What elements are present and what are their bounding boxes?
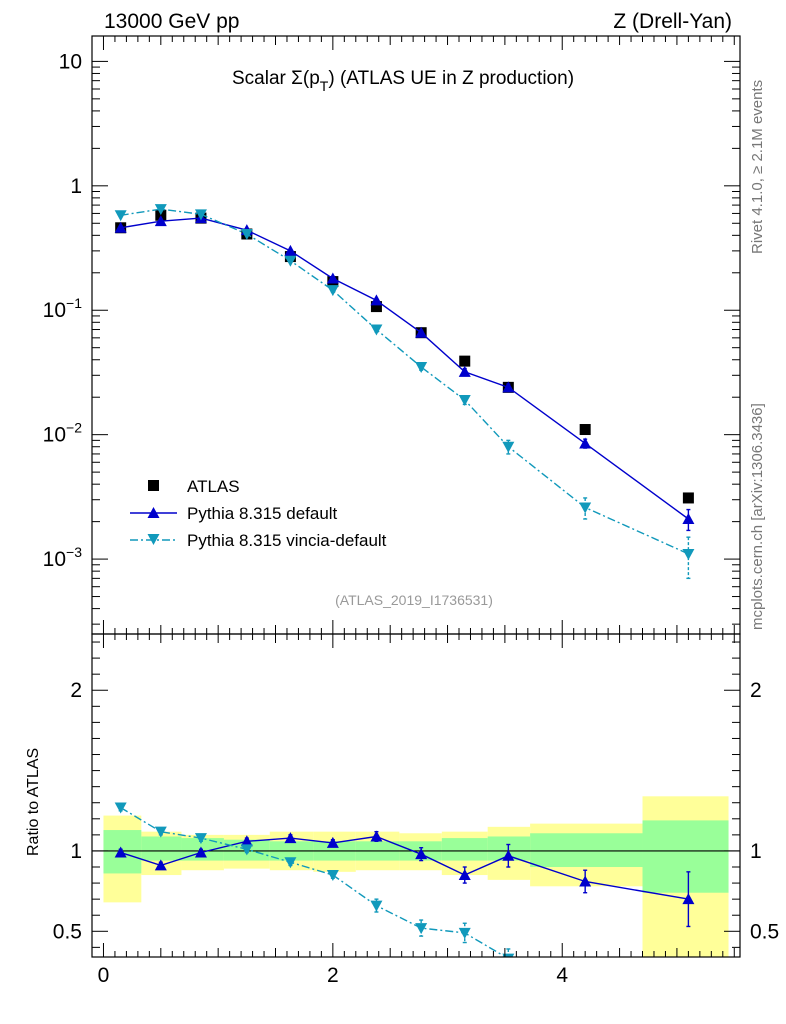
- energy-label: 13000 GeV pp: [104, 10, 239, 33]
- main-series-2-point: [114, 210, 127, 222]
- main-series-2-line: [120, 208, 689, 555]
- stat-uncertainty-band: [642, 820, 729, 893]
- legend-vincia-marker: [147, 534, 160, 545]
- main-series-0-point: [459, 355, 471, 367]
- ratio-plot-frame: [91, 633, 741, 958]
- main-series-1-point: [154, 215, 167, 227]
- main-series-1-point: [502, 381, 515, 393]
- ratio-series-1-point: [502, 953, 515, 957]
- ratio-series-0-point: [502, 849, 515, 861]
- main-series-2-point: [415, 361, 428, 373]
- main-series-2-point: [370, 324, 383, 336]
- ratio-series-1-point: [326, 870, 339, 882]
- ratio-series-0-point: [370, 830, 383, 842]
- main-series-0-point: [370, 301, 382, 313]
- main-series-2-point: [502, 441, 515, 453]
- source-label: mcplots.cern.ch [arXiv:1306.3436]: [749, 403, 766, 630]
- rivet-label: Rivet 4.1.0, ≥ 2.1M events: [749, 80, 766, 254]
- legend-default-marker: [147, 507, 160, 518]
- main-series-0-point: [682, 492, 694, 504]
- main-series-2-point: [458, 394, 471, 406]
- main-series-2-point: [284, 255, 297, 267]
- main-series-2-point: [194, 209, 207, 221]
- main-series-2-point: [579, 502, 592, 514]
- tick-exponent: −2: [66, 420, 82, 436]
- ratio-series-0-point: [240, 835, 253, 847]
- ratio-series-1-point: [240, 844, 253, 856]
- ratio-y-tick-label-right: 2: [750, 679, 762, 702]
- ratio-y-tick-label: 0.5: [53, 920, 82, 943]
- ratio-series-0-point: [326, 836, 339, 848]
- process-label: Z (Drell-Yan): [613, 10, 732, 33]
- ratio-y-tick-label-right: 1: [750, 840, 762, 863]
- ratio-series-0-point: [415, 848, 428, 860]
- main-series-1-point: [415, 326, 428, 338]
- ratio-series-0-point: [194, 846, 207, 858]
- main-series-1-point: [579, 437, 592, 449]
- ratio-series-0-line: [120, 835, 689, 900]
- tick-base: 10: [43, 548, 66, 571]
- ratio-series-0-point: [579, 875, 592, 887]
- main-series-2-point: [154, 204, 167, 216]
- mc-uncertainty-bands: [103, 796, 729, 957]
- ratio-series-0-point: [114, 846, 127, 858]
- ratio-series-1-point: [154, 826, 167, 838]
- ratio-series-1-point: [370, 900, 383, 912]
- ratio-series-1-line: [120, 806, 507, 957]
- plot-title: Scalar Σ(pT) (ATLAS UE in Z production): [232, 68, 574, 94]
- ratio-series-1-point: [114, 802, 127, 814]
- legend-default-label: Pythia 8.315 default: [187, 504, 338, 523]
- ratio-y-tick-label: 2: [70, 679, 82, 702]
- analysis-reference: (ATLAS_2019_I1736531): [335, 592, 493, 608]
- main-y-tick-label: 10−3: [43, 544, 83, 571]
- tick-exponent: −3: [66, 544, 82, 560]
- ratio-series-1-point: [284, 857, 297, 869]
- main-y-tick-label: 10−2: [43, 420, 83, 447]
- main-series-1-point: [284, 244, 297, 256]
- ratio-series-1-point: [458, 927, 471, 939]
- legend-atlas-label: ATLAS: [187, 477, 240, 496]
- ratio-y-tick-label-right: 0.5: [750, 920, 779, 943]
- ratio-x-tick-label: 2: [327, 964, 339, 987]
- main-series-1-point: [682, 512, 695, 524]
- ratio-series-0-point: [458, 869, 471, 881]
- main-series-2-point: [326, 285, 339, 297]
- ratio-x-tick-label: 4: [556, 964, 568, 987]
- ratio-y-tick-label: 1: [70, 840, 82, 863]
- stat-uncertainty-band: [530, 833, 643, 868]
- legend-atlas-marker: [148, 480, 159, 491]
- main-series-1-series: [114, 212, 695, 532]
- ratio-series-1-point: [194, 833, 207, 845]
- ratio-series-1-point: [415, 923, 428, 935]
- tick-base: 10: [43, 424, 66, 447]
- main-series-1-point: [458, 365, 471, 377]
- main-series-2-series: [114, 204, 695, 580]
- ratio-series-1-series: [114, 802, 515, 957]
- main-series-0-point: [579, 424, 591, 436]
- ratio-axis-label: Ratio to ATLAS: [25, 748, 42, 856]
- ratio-series-0-series: [114, 830, 695, 928]
- main-y-tick-label: 10−1: [43, 295, 83, 322]
- legend: ATLAS Pythia 8.315 default Pythia 8.315 …: [130, 477, 387, 550]
- stat-uncertainty-band: [441, 838, 488, 861]
- main-y-tick-label: 1: [70, 175, 82, 198]
- tick-exponent: −1: [66, 295, 82, 311]
- ratio-x-tick-label: 0: [98, 964, 110, 987]
- main-series-2-point: [682, 548, 695, 560]
- tick-base: 10: [43, 299, 66, 322]
- main-series-1-point: [326, 272, 339, 284]
- ratio-series-0-point: [682, 893, 695, 905]
- main-series-1-line: [120, 217, 689, 520]
- stat-uncertainty-band: [141, 836, 182, 861]
- legend-vincia-label: Pythia 8.315 vincia-default: [187, 531, 387, 550]
- main-y-tick-label: 10: [59, 50, 82, 73]
- ratio-series-0-point: [284, 832, 297, 844]
- main-series-2-point: [240, 228, 253, 240]
- ratio-plot-panel: 0 2 4 0.5 0.5 1 1 2 2 Ratio to ATLAS: [25, 633, 779, 987]
- main-series-1-point: [114, 221, 127, 233]
- ratio-series-0-point: [154, 859, 167, 871]
- main-series-1-point: [370, 294, 383, 306]
